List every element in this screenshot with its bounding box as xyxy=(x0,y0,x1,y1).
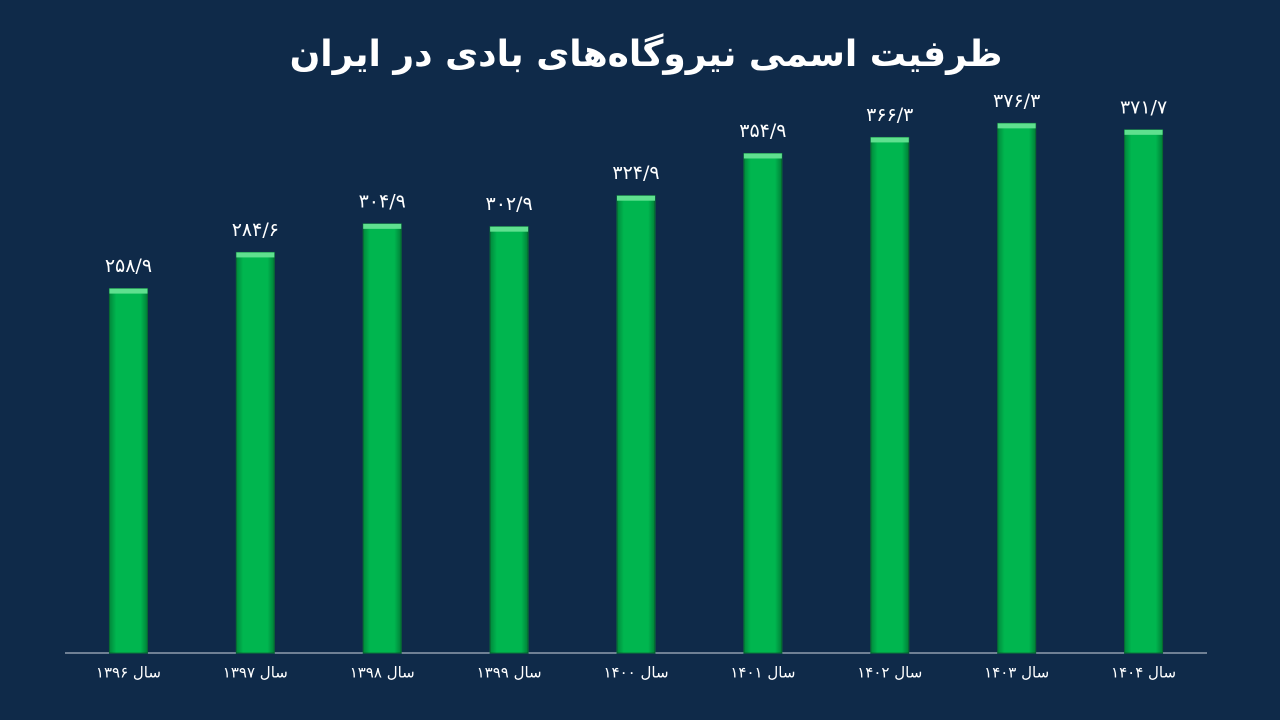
value-label: ۳۶۶/۳ xyxy=(866,104,913,126)
bar-cap xyxy=(109,288,148,294)
bar-cap xyxy=(363,223,402,229)
value-label: ۲۸۴/۶ xyxy=(232,219,279,241)
x-tick-label: سال ۱۳۹۷ xyxy=(223,664,288,682)
bar-cap xyxy=(997,123,1036,129)
bar xyxy=(108,288,148,654)
bar xyxy=(743,152,783,654)
bar xyxy=(616,195,656,654)
value-label: ۳۷۱/۷ xyxy=(1120,96,1167,118)
bar xyxy=(362,223,402,654)
bar-cap xyxy=(617,195,655,201)
bar xyxy=(997,122,1037,654)
x-tick-label: سال ۱۴۰۴ xyxy=(1111,664,1176,682)
bar xyxy=(489,226,529,654)
value-label: ۳۲۴/۹ xyxy=(612,162,659,184)
x-tick-label: سال ۱۴۰۳ xyxy=(984,664,1049,682)
bar xyxy=(1124,129,1164,654)
x-tick-label: سال ۱۳۹۸ xyxy=(350,664,415,682)
x-tick-label: سال ۱۴۰۰ xyxy=(603,664,668,682)
value-label: ۳۷۶/۳ xyxy=(993,90,1040,112)
value-label: ۳۰۴/۹ xyxy=(359,190,406,212)
value-label: ۳۰۲/۹ xyxy=(485,193,532,215)
bar xyxy=(235,251,275,654)
bar xyxy=(870,136,910,654)
bar-cap xyxy=(870,137,909,143)
bar-cap xyxy=(236,252,275,258)
bar-cap xyxy=(1124,129,1163,135)
bar-cap xyxy=(743,153,782,159)
x-tick-label: سال ۱۳۹۹ xyxy=(477,664,542,682)
value-label: ۲۵۸/۹ xyxy=(105,255,152,277)
x-tick-label: سال ۱۳۹۶ xyxy=(96,664,161,682)
value-label: ۳۵۴/۹ xyxy=(739,120,786,142)
x-tick-label: سال ۱۴۰۲ xyxy=(857,664,922,682)
chart-title: ظرفیت اسمی نیروگاه‌های بادی در ایران xyxy=(290,33,1003,75)
x-tick-label: سال ۱۴۰۱ xyxy=(730,664,795,682)
bar-cap xyxy=(490,226,529,232)
